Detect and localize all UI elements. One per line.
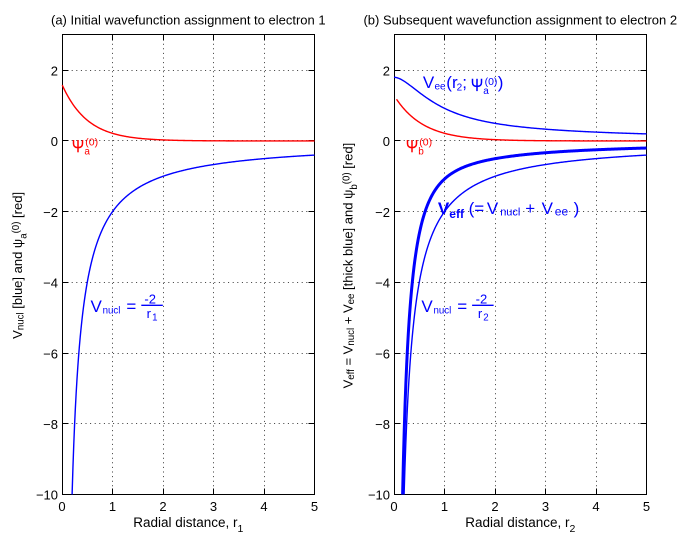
svg-text:3: 3 — [210, 499, 217, 514]
svg-text:−8: −8 — [43, 417, 58, 432]
svg-text:2: 2 — [491, 499, 498, 514]
svg-text:Vnucl=: Vnucl = — [91, 297, 137, 317]
svg-text:5: 5 — [643, 499, 650, 514]
svg-text:−6: −6 — [43, 346, 58, 361]
svg-text:4: 4 — [260, 499, 267, 514]
svg-text:0: 0 — [383, 134, 390, 149]
svg-text:0: 0 — [390, 499, 397, 514]
svg-text:a(0): a(0) — [84, 137, 98, 158]
svg-text:5: 5 — [311, 499, 318, 514]
svg-text:−10: −10 — [368, 488, 390, 503]
svg-text:−2: −2 — [375, 205, 390, 220]
svg-text:−4: −4 — [43, 276, 58, 291]
svg-text:r1: r1 — [147, 306, 158, 324]
svg-text:−2: −2 — [43, 205, 58, 220]
svg-text:Veff(=Vnucl+Vee): Veff (= Vnucl + Vee) — [438, 199, 579, 221]
svg-text:Veff = Vnucl + Vee [thick blue: Veff = Vnucl + Vee [thick blue] and ψb(0… — [340, 143, 360, 389]
svg-text:0: 0 — [58, 499, 65, 514]
svg-text:-2: -2 — [144, 291, 156, 306]
svg-text:r2: r2 — [478, 306, 489, 324]
svg-text:2: 2 — [159, 499, 166, 514]
svg-text:-2: -2 — [476, 291, 488, 306]
svg-text:b(0): b(0) — [418, 137, 432, 158]
svg-text:−6: −6 — [375, 346, 390, 361]
svg-text:4: 4 — [592, 499, 599, 514]
svg-text:Vnucl=: Vnucl = — [421, 297, 467, 317]
svg-text:0: 0 — [51, 134, 58, 149]
svg-text:2: 2 — [51, 63, 58, 78]
svg-text:1: 1 — [441, 499, 448, 514]
svg-text:3: 3 — [542, 499, 549, 514]
svg-text:−4: −4 — [375, 276, 390, 291]
svg-text:2: 2 — [383, 63, 390, 78]
svg-text:(b) Subsequent wavefunction as: (b) Subsequent wavefunction assignment t… — [363, 12, 677, 27]
svg-text:1: 1 — [109, 499, 116, 514]
svg-text:Vee(r2;: Vee(r2; — [423, 73, 467, 94]
svg-text:(a) Initial wavefunction assig: (a) Initial wavefunction assignment to e… — [51, 12, 326, 27]
svg-text:−8: −8 — [375, 417, 390, 432]
svg-text:a(0)): a(0)) — [483, 73, 503, 97]
svg-text:−10: −10 — [36, 488, 58, 503]
